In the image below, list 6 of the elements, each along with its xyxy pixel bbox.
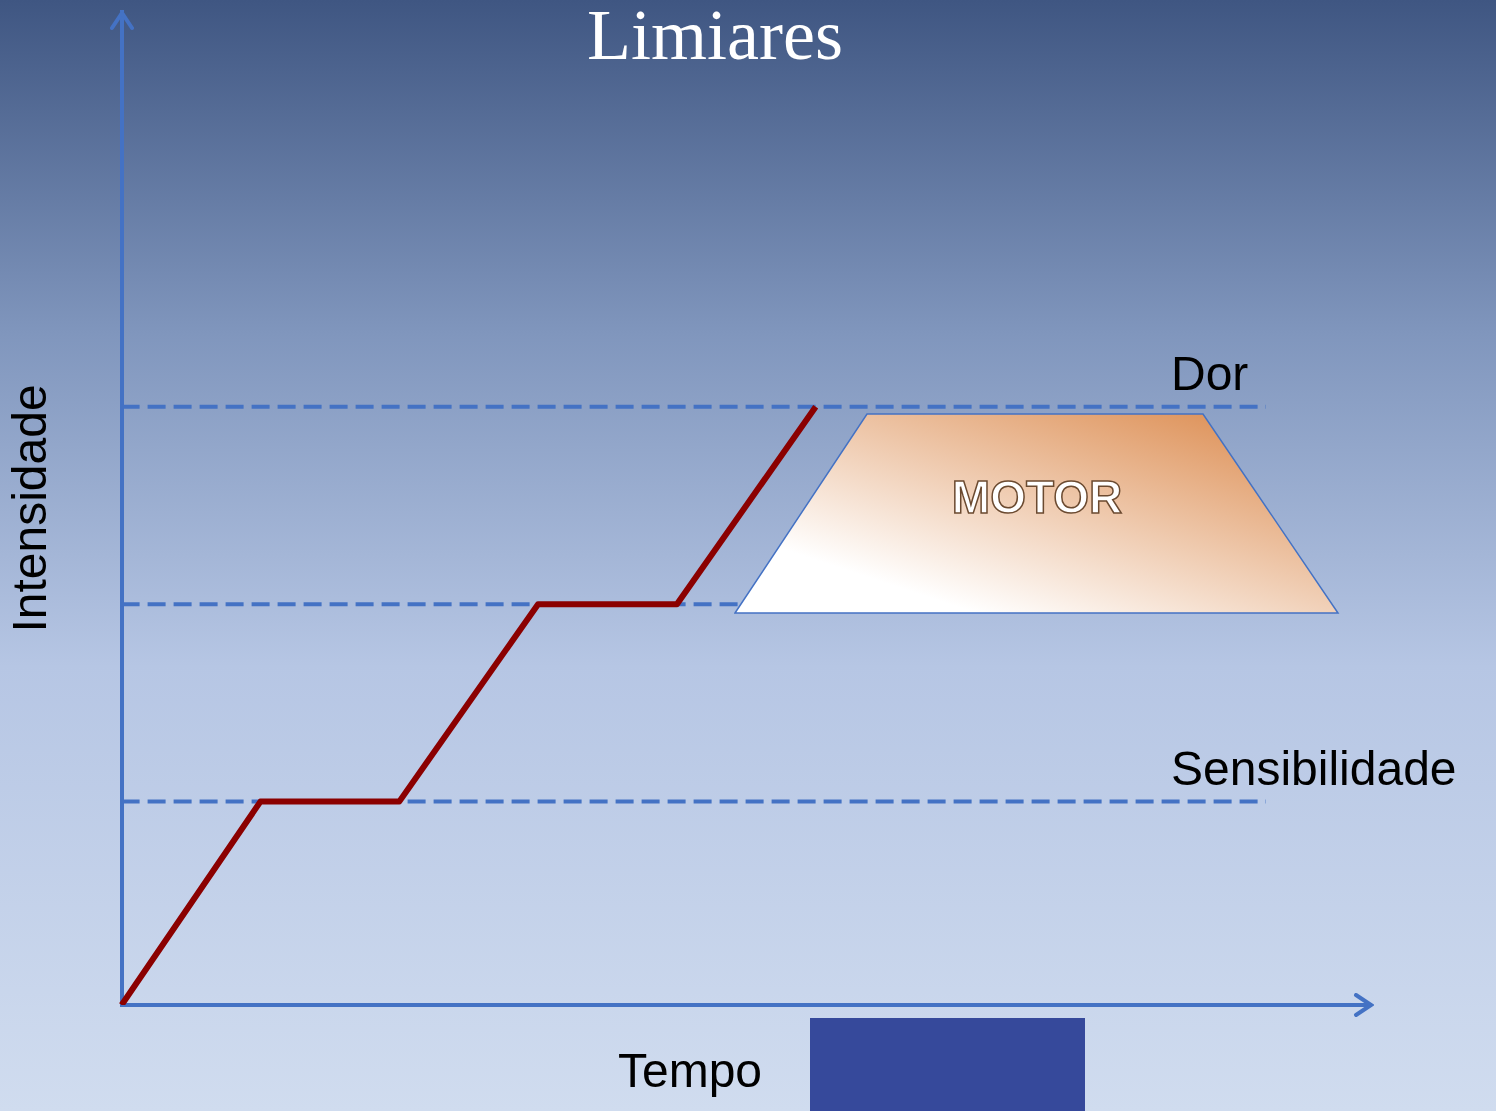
annotation: MOTOR [950, 470, 1124, 524]
y-axis-title: Intensidade [3, 384, 57, 633]
ref-line-label: Sensibilidade [1171, 741, 1457, 795]
x-axis-title: Tempo [616, 1043, 764, 1098]
chart-title: Limiares [586, 0, 844, 77]
ref-line-label: Dor [1171, 347, 1249, 401]
